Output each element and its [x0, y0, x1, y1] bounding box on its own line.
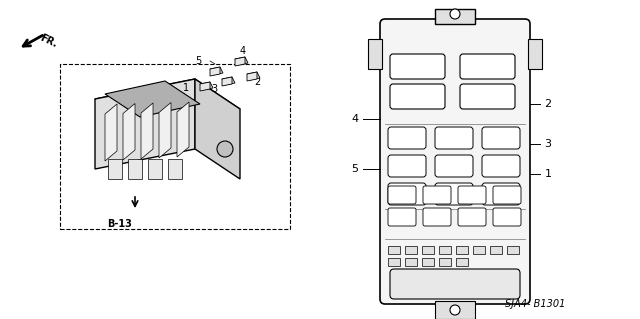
FancyBboxPatch shape — [460, 54, 515, 79]
Text: 1: 1 — [545, 169, 552, 179]
Bar — [435, 301, 475, 319]
Bar — [60, 64, 290, 229]
FancyBboxPatch shape — [423, 208, 451, 226]
Text: SJA4- B1301: SJA4- B1301 — [504, 299, 565, 309]
FancyBboxPatch shape — [435, 183, 473, 205]
Polygon shape — [235, 57, 245, 66]
Polygon shape — [177, 102, 189, 157]
Text: 2: 2 — [545, 99, 552, 109]
Polygon shape — [210, 67, 223, 75]
Text: 1: 1 — [183, 83, 189, 93]
Bar — [439, 246, 451, 254]
Bar — [368, 39, 382, 69]
Text: FR.: FR. — [38, 33, 58, 49]
Bar — [168, 159, 182, 179]
Bar — [388, 246, 400, 254]
Polygon shape — [195, 79, 240, 179]
Bar — [439, 258, 451, 266]
Text: 2: 2 — [254, 77, 260, 87]
FancyBboxPatch shape — [458, 186, 486, 204]
Bar — [128, 159, 142, 179]
Polygon shape — [210, 67, 220, 76]
Bar — [405, 258, 417, 266]
Circle shape — [450, 9, 460, 19]
Text: 5: 5 — [351, 164, 358, 174]
FancyBboxPatch shape — [380, 19, 530, 304]
Bar — [388, 258, 400, 266]
FancyBboxPatch shape — [388, 208, 416, 226]
Polygon shape — [105, 81, 200, 117]
Bar — [435, 9, 475, 24]
Polygon shape — [95, 79, 195, 169]
Polygon shape — [222, 77, 235, 85]
Text: B-13: B-13 — [108, 219, 132, 229]
FancyBboxPatch shape — [482, 127, 520, 149]
Polygon shape — [200, 82, 213, 90]
Bar — [490, 246, 502, 254]
Polygon shape — [141, 103, 153, 159]
Polygon shape — [95, 79, 240, 129]
Polygon shape — [123, 103, 135, 160]
Bar — [456, 246, 468, 254]
Bar — [422, 246, 434, 254]
Polygon shape — [105, 104, 117, 161]
Bar — [456, 258, 468, 266]
Text: 4: 4 — [240, 46, 246, 56]
FancyBboxPatch shape — [460, 84, 515, 109]
Bar — [528, 39, 542, 69]
Polygon shape — [222, 77, 232, 86]
Polygon shape — [159, 102, 171, 158]
FancyBboxPatch shape — [493, 208, 521, 226]
FancyBboxPatch shape — [388, 127, 426, 149]
Bar — [108, 159, 122, 179]
FancyBboxPatch shape — [388, 155, 426, 177]
Bar — [148, 159, 162, 179]
Text: 5: 5 — [195, 56, 201, 66]
Polygon shape — [247, 72, 257, 81]
Bar — [422, 258, 434, 266]
FancyBboxPatch shape — [482, 155, 520, 177]
FancyBboxPatch shape — [482, 183, 520, 205]
FancyBboxPatch shape — [390, 269, 520, 299]
Polygon shape — [235, 57, 248, 65]
FancyBboxPatch shape — [458, 208, 486, 226]
Polygon shape — [247, 72, 260, 80]
FancyBboxPatch shape — [388, 183, 426, 205]
Bar — [473, 246, 485, 254]
Polygon shape — [200, 82, 210, 91]
Bar — [507, 246, 519, 254]
Text: 4: 4 — [351, 114, 358, 124]
Bar — [405, 246, 417, 254]
FancyBboxPatch shape — [423, 186, 451, 204]
FancyBboxPatch shape — [390, 84, 445, 109]
FancyBboxPatch shape — [388, 186, 416, 204]
Circle shape — [450, 305, 460, 315]
Text: 3: 3 — [545, 139, 552, 149]
FancyBboxPatch shape — [435, 155, 473, 177]
Circle shape — [217, 141, 233, 157]
Text: 3: 3 — [211, 84, 217, 94]
FancyBboxPatch shape — [435, 127, 473, 149]
FancyBboxPatch shape — [493, 186, 521, 204]
FancyBboxPatch shape — [390, 54, 445, 79]
